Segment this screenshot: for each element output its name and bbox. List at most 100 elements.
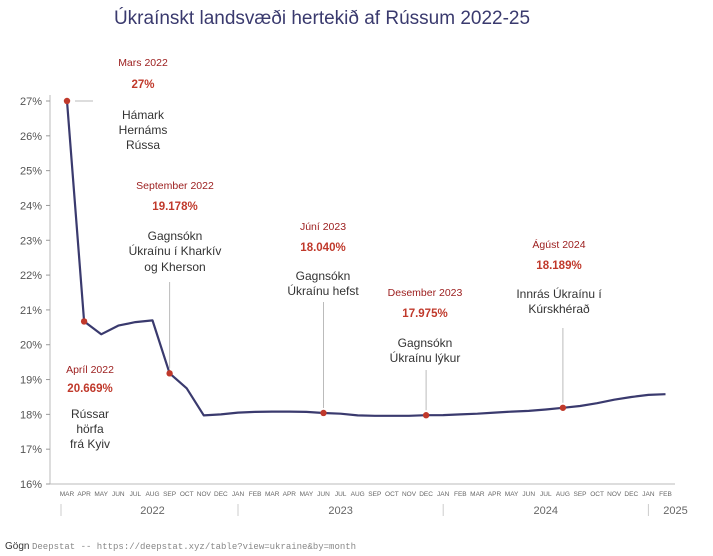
y-tick-label: 20% [20,340,42,352]
x-tick-label: SEP [573,491,586,498]
annotation-value: 20.669% [67,383,112,395]
x-tick-label: MAR [265,491,280,498]
annotation-value: 18.189% [536,260,581,272]
axes: 16%17%18%19%20%21%22%23%24%25%26%27%MAR A… [20,95,688,517]
annotation-text-line: hörfa [76,422,104,436]
data-point-marker [80,318,88,325]
annotation-text-line: Gagnsókn [296,269,351,283]
y-tick-label: 26% [20,131,42,143]
x-tick-label: JUN [112,491,125,498]
x-tick-label: MAY [505,491,519,498]
x-tick-label: JUN [522,491,535,498]
annotation-date: Mars 2022 [118,57,168,69]
x-tick-label: APR [283,491,297,498]
source-note: Gögn Deepstat -- https://deepstat.xyz/ta… [5,541,356,552]
annotation: Ágúst 2024 18.189% Innrás Úkraínu íKúrskhé… [516,238,602,316]
annotation-value: 27% [131,79,154,91]
x-tick-label: MAY [94,491,108,498]
y-tick-label: 16% [20,479,42,491]
data-point-marker [63,97,71,105]
annotation-text-line: Gagnsókn [148,229,203,243]
x-tick-label: SEP [368,491,381,498]
y-tick-label: 18% [20,409,42,421]
y-tick-label: 17% [20,444,42,456]
data-point-marker [422,412,430,419]
annotation-text-line: Kúrskhérað [528,302,590,316]
x-tick-label: NOV [197,491,212,498]
x-tick-label: DEC [419,491,433,498]
x-tick-label: JUL [130,491,142,498]
annotation-date: Apríl 2022 [66,364,114,376]
x-tick-label: FEB [454,491,467,498]
year-label: 2024 [534,505,558,517]
x-tick-label: APR [488,491,502,498]
annotation-text-line: Innrás Úkraínu í [516,286,602,301]
annotation-text-line: Gagnsókn [398,336,453,350]
annotation-text-line: Hernáms [119,123,168,137]
data-point-marker [166,370,173,377]
chart-title: Úkraínskt landsvæði hertekið af Rússum 2… [114,7,530,29]
x-tick-label: JAN [232,491,245,498]
x-tick-label: MAR [470,491,485,498]
x-tick-label: AUG [351,491,365,498]
x-tick-label: NOV [607,491,622,498]
x-tick-label: MAY [300,491,314,498]
x-tick-label: JUL [540,491,552,498]
series-layer [63,97,666,419]
annotation-text-line: Úkraínu hefst [287,283,359,298]
x-tick-label: DEC [214,491,228,498]
x-tick-label: FEB [249,491,262,498]
y-tick-label: 24% [20,200,42,212]
x-tick-label: NOV [402,491,417,498]
x-tick-label: JUN [317,491,330,498]
x-tick-label: SEP [163,491,176,498]
annotation-date: Ágúst 2024 [532,238,585,251]
x-tick-label: DEC [624,491,638,498]
annotation-text-line: Rússa [126,138,160,152]
x-tick-label: FEB [659,491,672,498]
x-tick-label: JAN [437,491,450,498]
annotation-date: Desember 2023 [388,287,463,299]
annotation-text-line: Rússar [71,407,109,421]
annotation-guides [75,100,564,411]
annotation-value: 17.975% [402,308,447,320]
source-label: Gögn [5,541,29,552]
y-tick-label: 22% [20,270,42,282]
x-tick-label: OCT [590,491,604,498]
x-tick-label: JUL [335,491,347,498]
x-tick-label: APR [77,491,91,498]
source-text: Deepstat -- https://deepstat.xyz/table?v… [32,542,356,552]
y-tick-label: 19% [20,375,42,387]
annotation-date: Júní 2023 [300,221,346,233]
x-tick-label: MAR [60,491,75,498]
annotation-value: 19.178% [152,201,197,213]
data-point-marker [320,409,327,417]
y-tick-label: 25% [20,166,42,178]
x-tick-label: OCT [385,491,399,498]
annotation-text-line: Úkraínu lýkur [390,350,461,365]
annotation-date: September 2022 [136,180,214,192]
annotation-text-line: og Kherson [144,260,205,274]
annotation-text-line: Úkraínu í Kharkív [129,243,222,258]
data-point-marker [559,404,567,411]
x-tick-label: JAN [642,491,655,498]
y-tick-label: 23% [20,235,42,247]
annotation-value: 18.040% [300,242,345,254]
annotation-text-line: frá Kyiv [70,437,110,451]
x-tick-label: OCT [180,491,194,498]
year-label: 2025 [663,505,687,517]
annotation-text-line: Hámark [122,108,165,122]
year-label: 2022 [140,505,164,517]
y-tick-label: 21% [20,305,42,317]
x-tick-label: AUG [145,491,159,498]
x-tick-label: AUG [556,491,570,498]
y-tick-label: 27% [20,96,42,108]
year-label: 2023 [328,505,352,517]
